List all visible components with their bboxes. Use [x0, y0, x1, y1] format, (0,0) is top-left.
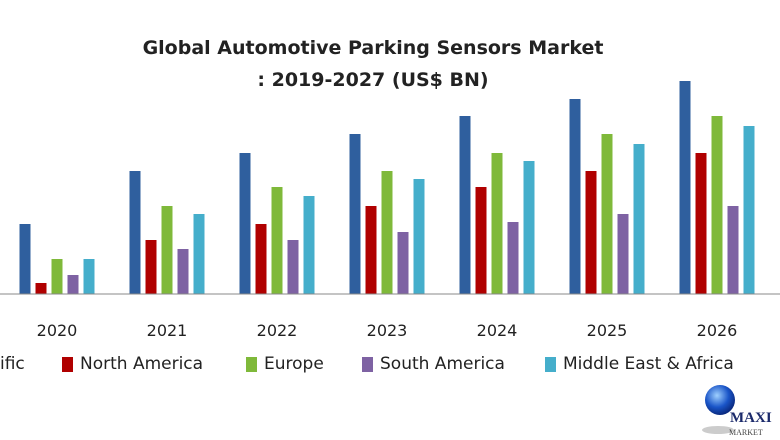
svg-text:MARKET: MARKET	[729, 428, 763, 437]
bar-2025-0	[569, 99, 581, 294]
bar-2026-1	[695, 153, 707, 294]
bar-2022-0	[239, 153, 251, 294]
bar-2026-4	[743, 126, 755, 294]
bar-2024-3	[507, 222, 519, 294]
bar-2020-2	[51, 259, 63, 294]
bar-2020-1	[35, 283, 47, 294]
bar-2024-2	[491, 153, 503, 294]
legend-label: ific	[0, 354, 25, 374]
bar-2025-2	[601, 134, 613, 294]
bar-2020-3	[67, 275, 79, 294]
bar-2024-4	[523, 161, 535, 294]
legend-swatch	[62, 356, 73, 372]
bar-2020-4	[83, 259, 95, 294]
bar-2024-1	[475, 187, 487, 294]
legend-label: Europe	[264, 354, 324, 374]
bar-2025-1	[585, 171, 597, 294]
x-tick-label: 2024	[477, 321, 518, 340]
x-tick-label: 2020	[37, 321, 78, 340]
bar-2022-3	[287, 240, 299, 294]
bar-2022-2	[271, 187, 283, 294]
legend-item: Europe	[246, 354, 324, 374]
maximize-market-logo: MAXI MARKET	[702, 385, 772, 437]
bar-2021-2	[161, 206, 173, 294]
x-tick-label: 2021	[147, 321, 188, 340]
legend-swatch	[362, 356, 373, 372]
bar-2021-1	[145, 240, 157, 294]
bar-2026-0	[679, 81, 691, 294]
bar-2026-2	[711, 116, 723, 294]
bar-2023-2	[381, 171, 393, 294]
bar-2025-3	[617, 214, 629, 294]
x-tick-label: 2023	[367, 321, 408, 340]
legend-label: Middle East & Africa	[563, 354, 734, 374]
legend-item: Middle East & Africa	[545, 354, 734, 374]
legend-swatch	[246, 356, 257, 372]
bar-2025-4	[633, 144, 645, 294]
bar-2024-0	[459, 116, 471, 294]
svg-text:MAXI: MAXI	[730, 410, 772, 426]
legend-item: North America	[62, 354, 203, 374]
bar-2021-4	[193, 214, 205, 294]
legend-item: South America	[362, 354, 505, 374]
legend-item: ific	[0, 354, 25, 374]
bar-2023-3	[397, 232, 409, 294]
legend-label: North America	[80, 354, 204, 374]
bar-2023-4	[413, 179, 425, 294]
legend-label: South America	[380, 354, 505, 374]
legend-swatch	[545, 356, 556, 372]
bar-2021-0	[129, 171, 141, 294]
subtitle-line: : 2019-2027 (US$ BN)	[257, 69, 489, 91]
bar-2026-3	[727, 206, 739, 294]
x-tick-label: 2026	[697, 321, 738, 340]
x-tick-label: 2022	[257, 321, 298, 340]
bar-2022-1	[255, 224, 267, 294]
bar-2023-1	[365, 206, 377, 294]
bar-2022-4	[303, 196, 315, 294]
bar-2023-0	[349, 134, 361, 294]
x-tick-label: 2025	[587, 321, 628, 340]
title-line: Global Automotive Parking Sensors Market	[142, 37, 604, 59]
chart-title: Global Automotive Parking Sensors Market…	[0, 32, 746, 96]
bar-2020-0	[19, 224, 31, 294]
bar-2021-3	[177, 249, 189, 294]
